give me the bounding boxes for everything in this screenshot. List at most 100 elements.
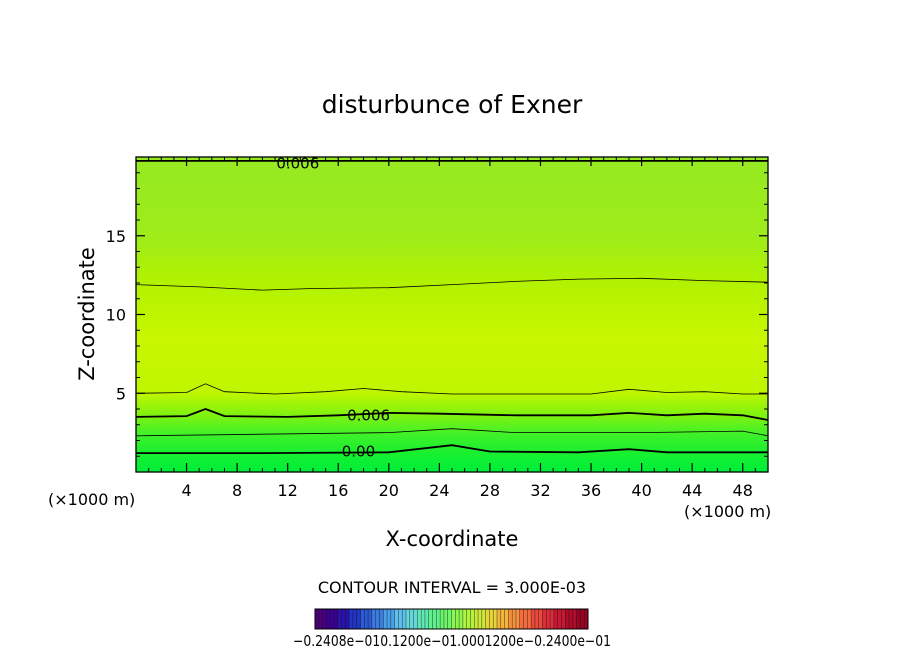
colorbar-cell (356, 609, 361, 629)
colorbar-cell (497, 609, 502, 629)
colorbar-cell (417, 609, 422, 629)
colorbar-cell (424, 609, 430, 629)
colorbar-cell (390, 609, 396, 629)
colorbar-cell (402, 609, 407, 629)
colorbar-cell (315, 609, 320, 629)
colorbar-cell (485, 609, 490, 629)
y-axis-label: Z-coordinate (75, 247, 99, 381)
colorbar-cell (440, 609, 445, 629)
x-tick-label: 48 (733, 481, 753, 500)
colorbar-cell (576, 609, 581, 629)
x-tick-label: 12 (278, 481, 298, 500)
colorbar-tick-labels: −0.2408e−010.1200e−01.0001200e−0.2400e−0… (293, 632, 611, 650)
colorbar-cell (352, 609, 358, 629)
colorbar-frame (314, 608, 589, 630)
colorbar-cell (364, 609, 369, 629)
x-tick-label: 4 (181, 481, 191, 500)
contour-label-1: 0.006 (347, 406, 390, 424)
colorbar-cell (481, 609, 487, 629)
colorbar-cell (565, 609, 570, 629)
x-tick-label: 44 (682, 481, 702, 500)
x-tick-label: 8 (232, 481, 242, 500)
colorbar-cells (314, 609, 589, 629)
x-tick-label: 32 (530, 481, 550, 500)
colorbar-cell (360, 609, 365, 629)
colorbar-cell (519, 609, 524, 629)
colorbar-cell (553, 609, 559, 629)
colorbar-cell (462, 609, 468, 629)
contour-line-5 (136, 444, 768, 454)
colorbar-cell (584, 609, 589, 629)
colorbar-cell (512, 609, 517, 629)
colorbar-cell (368, 609, 373, 629)
colorbar-cell (493, 609, 498, 629)
colorbar-cell (561, 609, 566, 629)
colorbar-cell (330, 609, 335, 629)
colorbar-cell (333, 609, 339, 629)
colorbar-cell (349, 609, 354, 629)
colorbar-cell (436, 609, 441, 629)
y-tick-label: 15 (106, 227, 126, 246)
colorbar-cell (546, 609, 551, 629)
colorbar-cell (394, 609, 399, 629)
colorbar-cell (421, 609, 426, 629)
colorbar-cell (580, 609, 585, 629)
colorbar-cell (534, 609, 540, 629)
contour-line-4 (136, 428, 768, 437)
colorbar-cell (542, 609, 547, 629)
colorbar-cell (500, 609, 505, 629)
colorbar-cell (455, 609, 460, 629)
colorbar-cell (447, 609, 452, 629)
colorbar-cell (572, 609, 578, 629)
chart-title: disturbunce of Exner (322, 90, 583, 119)
plot-area (136, 157, 768, 472)
colorbar-cell (318, 609, 323, 629)
colorbar-cell (459, 609, 464, 629)
colorbar-cell (466, 609, 471, 629)
contour-line-3 (136, 408, 768, 421)
colorbar-cell (478, 609, 483, 629)
colorbar-cell (409, 609, 414, 629)
contour-interval-note: CONTOUR INTERVAL = 3.000E-03 (318, 578, 586, 597)
colorbar-cell (337, 609, 342, 629)
colorbar-cell (413, 609, 418, 629)
colorbar-cell (443, 609, 449, 629)
colorbar-cell (527, 609, 532, 629)
contour-label-2: 0.00 (342, 443, 375, 461)
colorbar-cell (432, 609, 437, 629)
colorbar-cell (379, 609, 384, 629)
colorbar-cell (387, 609, 392, 629)
contour-line-2 (136, 383, 768, 395)
x-tick-label: 28 (480, 481, 500, 500)
colorbar-cell (531, 609, 536, 629)
colorbar-cell (474, 609, 479, 629)
colorbar-cell (470, 609, 475, 629)
x-tick-label: 16 (328, 481, 348, 500)
colorbar-cell (345, 609, 350, 629)
x-tick-label: 20 (379, 481, 399, 500)
colorbar-cell (383, 609, 388, 629)
contour-label-layer: 0.006 0.006 0.00 (276, 154, 390, 460)
colorbar-cell (550, 609, 555, 629)
colorbar-cell (406, 609, 411, 629)
x-axis-label: X-coordinate (386, 527, 519, 551)
x-tick-label: 36 (581, 481, 601, 500)
contour-label-0: 0.006 (276, 154, 319, 172)
colorbar-cell (538, 609, 543, 629)
x-axis-unit-left: (×1000 m) (48, 490, 135, 509)
y-tick-label: 10 (106, 306, 126, 325)
colorbar-cell (341, 609, 346, 629)
colorbar-cell (569, 609, 574, 629)
colorbar-cell (451, 609, 456, 629)
colorbar-cell (326, 609, 331, 629)
colorbar-cell (428, 609, 433, 629)
x-tick-label: 40 (631, 481, 651, 500)
colorbar-cell (515, 609, 521, 629)
colorbar-cell (557, 609, 562, 629)
colorbar-cell (508, 609, 513, 629)
x-axis-unit-right: (×1000 m) (684, 502, 771, 521)
colorbar-cell (375, 609, 380, 629)
x-tick-label: 24 (429, 481, 449, 500)
